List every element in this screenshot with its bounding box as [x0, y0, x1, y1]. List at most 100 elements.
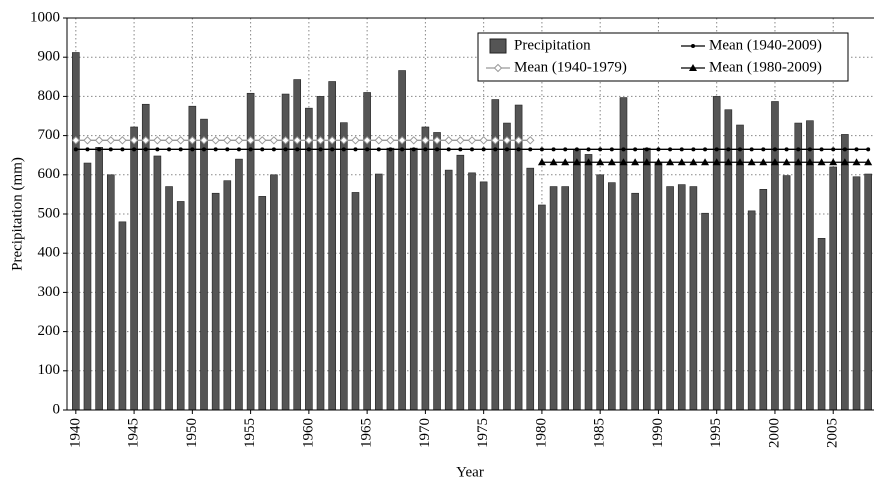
bar [538, 204, 546, 411]
bar [305, 107, 313, 411]
y-tick-label: 100 [38, 362, 61, 378]
marker [502, 136, 512, 145]
marker [724, 158, 733, 166]
x-tick-label: 1965 [359, 418, 375, 448]
marker [633, 147, 638, 152]
marker [572, 158, 581, 166]
bar [386, 147, 395, 411]
marker [260, 147, 265, 152]
marker [330, 147, 335, 152]
legend-label: Mean (1980-2009) [709, 59, 822, 75]
marker [644, 147, 649, 152]
marker [295, 147, 300, 152]
y-tick-label: 1000 [30, 9, 60, 25]
marker [794, 158, 803, 166]
bar [188, 105, 197, 411]
bar [409, 147, 418, 411]
marker [784, 147, 789, 152]
marker [642, 158, 651, 166]
x-tick-label: 1985 [592, 418, 608, 448]
bar [526, 167, 535, 411]
marker [353, 147, 358, 152]
marker [467, 136, 477, 145]
marker [526, 136, 535, 145]
marker [132, 147, 137, 152]
marker [155, 147, 160, 152]
y-tick-label: 200 [38, 323, 61, 339]
marker [71, 136, 81, 145]
bar [130, 126, 138, 411]
marker [293, 136, 302, 145]
marker [701, 158, 710, 166]
bar [666, 186, 674, 411]
marker [654, 158, 663, 166]
marker [668, 147, 673, 152]
marker [341, 147, 346, 152]
marker [712, 158, 721, 166]
bar [270, 174, 278, 411]
bar [689, 186, 698, 411]
x-tick-label: 1940 [67, 418, 83, 448]
marker [561, 158, 570, 166]
bar [456, 154, 465, 411]
marker [493, 147, 498, 152]
marker [866, 147, 871, 152]
marker [176, 136, 185, 145]
marker [479, 136, 488, 145]
bar [479, 181, 488, 411]
marker [223, 136, 232, 145]
marker [106, 136, 115, 145]
bar [596, 174, 604, 411]
marker [807, 147, 812, 152]
bar [549, 186, 558, 411]
marker [574, 147, 579, 152]
marker [432, 136, 442, 145]
bar [223, 180, 232, 411]
bar [351, 192, 360, 411]
marker [444, 136, 453, 145]
bar [747, 210, 756, 411]
bar [829, 166, 838, 411]
x-tick-label: 1970 [417, 418, 433, 448]
x-tick-label: 2000 [766, 418, 782, 448]
bar [619, 97, 628, 411]
marker [153, 136, 162, 145]
marker [772, 147, 777, 152]
marker [584, 158, 593, 166]
marker [306, 147, 311, 152]
bar [106, 174, 115, 411]
bar [421, 126, 430, 411]
bar [433, 132, 441, 411]
marker [211, 136, 220, 145]
marker [539, 147, 544, 152]
marker [316, 136, 325, 145]
marker [421, 136, 430, 145]
marker [528, 147, 533, 152]
marker [493, 63, 503, 73]
marker [840, 158, 849, 166]
bar [444, 169, 453, 411]
marker [631, 158, 640, 166]
x-tick-label: 1955 [242, 418, 258, 448]
marker [327, 136, 337, 145]
bar [794, 122, 803, 411]
y-tick-label: 800 [38, 88, 61, 104]
marker [852, 158, 861, 166]
marker [167, 147, 172, 152]
bar [211, 192, 220, 411]
marker [281, 136, 290, 145]
marker [759, 158, 768, 166]
bar [608, 182, 616, 411]
marker [199, 136, 209, 145]
marker [234, 136, 244, 145]
marker [94, 136, 104, 145]
bar [83, 162, 92, 411]
marker [188, 136, 197, 145]
marker [120, 147, 125, 152]
marker [435, 147, 440, 152]
marker [607, 158, 616, 166]
marker [248, 147, 253, 152]
bar [118, 221, 127, 411]
y-axis-title: Precipitation (mm) [9, 157, 25, 271]
marker [703, 147, 708, 152]
